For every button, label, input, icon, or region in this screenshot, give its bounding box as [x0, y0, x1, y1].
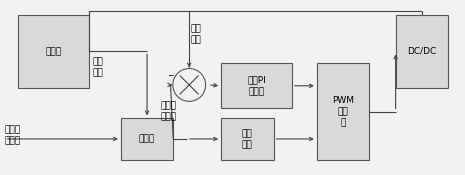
Text: 蓄电池: 蓄电池	[46, 47, 62, 56]
Text: 桥臂
控制: 桥臂 控制	[242, 129, 252, 149]
Text: −: −	[167, 71, 174, 80]
FancyBboxPatch shape	[396, 15, 448, 88]
Text: 电流PI
调节器: 电流PI 调节器	[247, 76, 266, 96]
FancyBboxPatch shape	[221, 64, 292, 108]
Text: 功率参
考信号: 功率参 考信号	[5, 125, 21, 146]
FancyBboxPatch shape	[317, 64, 369, 160]
Text: PWM
控制
器: PWM 控制 器	[332, 96, 354, 127]
Text: 电流
检测: 电流 检测	[191, 24, 201, 44]
Text: 电压
检测: 电压 检测	[92, 57, 103, 77]
FancyBboxPatch shape	[121, 118, 173, 160]
FancyBboxPatch shape	[18, 15, 89, 88]
Text: 电流参
考信号: 电流参 考信号	[160, 102, 177, 122]
Text: 除法器: 除法器	[139, 134, 155, 144]
FancyBboxPatch shape	[221, 118, 273, 160]
Text: DC/DC: DC/DC	[407, 47, 437, 56]
